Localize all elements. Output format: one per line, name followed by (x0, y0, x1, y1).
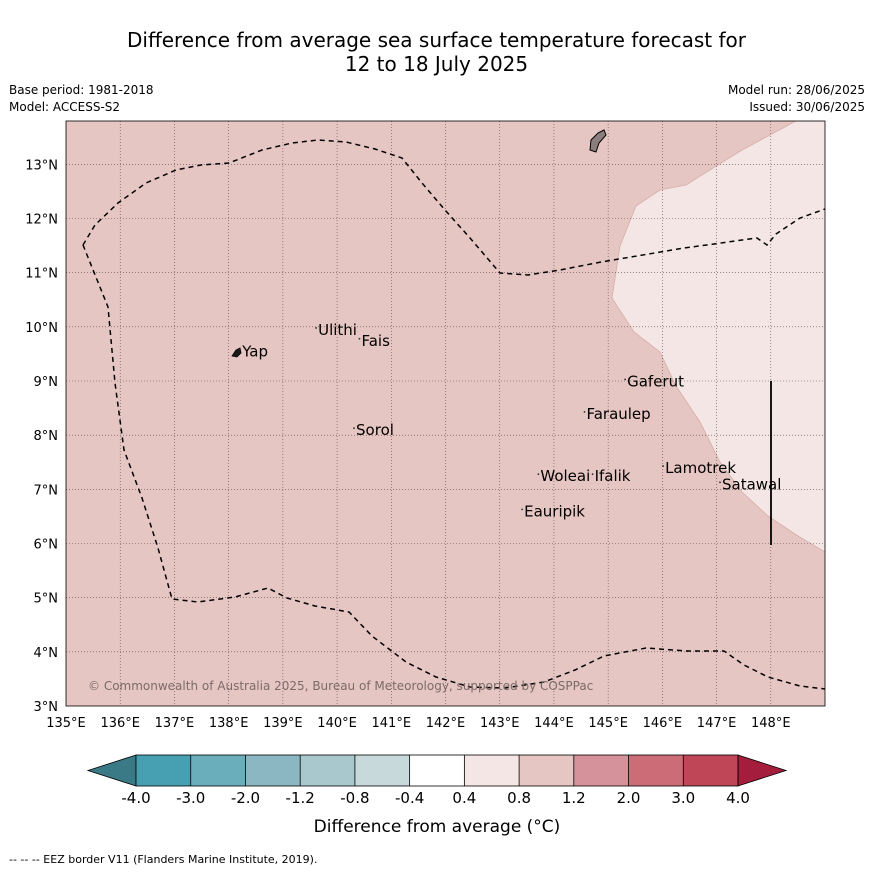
meta-left: Base period: 1981-2018 Model: ACCESS-S2 (9, 82, 154, 116)
colorbar-extend-high (737, 754, 788, 787)
lon-tick-label: 148°E (751, 716, 791, 731)
lat-tick-label: 7°N (34, 483, 59, 498)
lon-tick-label: 139°E (263, 716, 303, 731)
colorbar-tick-label: -0.8 (340, 789, 369, 807)
place-label: Fais (361, 332, 390, 350)
colorbar-tick-label: 4.0 (726, 789, 750, 807)
place-marker (719, 481, 721, 484)
model-name: Model: ACCESS-S2 (9, 100, 121, 114)
place-marker (315, 327, 317, 329)
lon-tick-label: 143°E (480, 716, 520, 731)
copyright-note: © Commonwealth of Australia 2025, Bureau… (88, 679, 593, 693)
issued-date: Issued: 30/06/2025 (749, 100, 865, 114)
colorbar-segment (300, 755, 355, 786)
place-label: Ulithi (318, 321, 357, 339)
place-marker (624, 378, 627, 381)
colorbar-segment (628, 755, 684, 786)
place-marker (583, 411, 586, 413)
lat-tick-label: 3°N (34, 700, 59, 715)
lat-tick-label: 5°N (34, 592, 59, 607)
colorbar-tick-label: 1.2 (562, 789, 586, 807)
place-label: Faraulep (586, 405, 650, 423)
colorbar-frame (135, 754, 739, 787)
title-line-1: Difference from average sea surface temp… (126, 28, 746, 52)
lat-tick-label: 13°N (25, 158, 58, 173)
lon-tick-label: 141°E (372, 716, 412, 731)
place-marker (353, 427, 355, 430)
colorbar-tick-label: -0.4 (395, 789, 424, 807)
latitude-ticks: 3°N 4°N 5°N 6°N 7°N 8°N 9°N 10°N 11°N 12°N 13°N (25, 158, 58, 715)
base-period: Base period: 1981-2018 (9, 83, 154, 97)
lat-tick-label: 10°N (25, 321, 58, 336)
colorbar-tick-label: 3.0 (671, 789, 695, 807)
colorbar-segment (190, 755, 246, 786)
colorbar-tick-label: 2.0 (617, 789, 641, 807)
lat-tick-label: 8°N (34, 429, 59, 444)
lon-tick-label: 136°E (100, 716, 140, 731)
lon-tick-label: 147°E (697, 716, 737, 731)
colorbar-label: Difference from average (°C) (314, 817, 561, 837)
place-label: Ifalik (595, 467, 631, 485)
colorbar-tick-label: -1.2 (286, 789, 315, 807)
lat-tick-label: 9°N (34, 375, 59, 390)
eez-border-west (82, 244, 825, 690)
colorbar-tick-label: -4.0 (121, 789, 150, 807)
map-gridlines (66, 121, 825, 706)
place-marker (358, 337, 361, 340)
lat-tick-label: 4°N (34, 646, 59, 661)
lon-tick-label: 146°E (643, 716, 683, 731)
place-marker (591, 473, 594, 476)
place-label: Gaferut (627, 372, 684, 390)
colorbar-tick-label: 0.8 (507, 789, 531, 807)
place-label: Satawal (722, 475, 781, 493)
place-marker (521, 508, 524, 511)
eez-border (82, 139, 825, 276)
place-label: Yap (241, 343, 268, 361)
longitude-ticks: 135°E 136°E 137°E 138°E 139°E 140°E 141°E 142°E… (46, 716, 790, 731)
colorbar: -4.0 -3.0 -2.0 -1.2 -0.8 -0.4 0.4 0.8 1.2 2.0 3.0 4… (86, 754, 788, 807)
colorbar-segment (354, 755, 410, 786)
colorbar-tick-label: -3.0 (176, 789, 205, 807)
colorbar-tick-label: -2.0 (231, 789, 260, 807)
colorbar-tick-label: 0.4 (452, 789, 476, 807)
place-label: Lamotrek (665, 459, 736, 477)
colorbar-segment (683, 755, 738, 786)
lon-tick-label: 140°E (317, 716, 357, 731)
yap-island (231, 347, 242, 358)
chart-title: Difference from average sea surface temp… (0, 28, 873, 76)
place-label: Sorol (356, 421, 394, 439)
lat-tick-label: 6°N (34, 538, 59, 553)
colorbar-segment (245, 755, 301, 786)
place-label: Woleai (540, 467, 590, 485)
lon-tick-label: 138°E (209, 716, 249, 731)
map-frame (65, 120, 826, 707)
place-label: Eauripik (524, 502, 585, 520)
meta-right: Model run: 28/06/2025 Issued: 30/06/2025 (728, 82, 865, 116)
lon-tick-label: 144°E (534, 716, 574, 731)
footer-note: -- -- -- EEZ border V11 (Flanders Marine… (9, 853, 318, 866)
lon-tick-label: 142°E (426, 716, 466, 731)
lon-tick-label: 137°E (155, 716, 195, 731)
title-line-2: 12 to 18 July 2025 (344, 52, 529, 76)
lat-tick-label: 11°N (25, 267, 58, 282)
colorbar-segment (573, 755, 629, 786)
colorbar-segment (136, 755, 191, 786)
colorbar-segment (464, 755, 520, 786)
guam-island (589, 129, 607, 153)
lon-tick-label: 145°E (588, 716, 628, 731)
place-marker (662, 465, 664, 467)
place-marker (239, 348, 242, 351)
colorbar-segment (519, 755, 574, 786)
place-marker (537, 473, 540, 476)
model-run: Model run: 28/06/2025 (727, 83, 865, 97)
lat-tick-label: 12°N (25, 213, 58, 228)
colorbar-segment (409, 755, 465, 786)
colorbar-extend-low (86, 754, 137, 787)
lon-tick-label: 135°E (46, 716, 86, 731)
